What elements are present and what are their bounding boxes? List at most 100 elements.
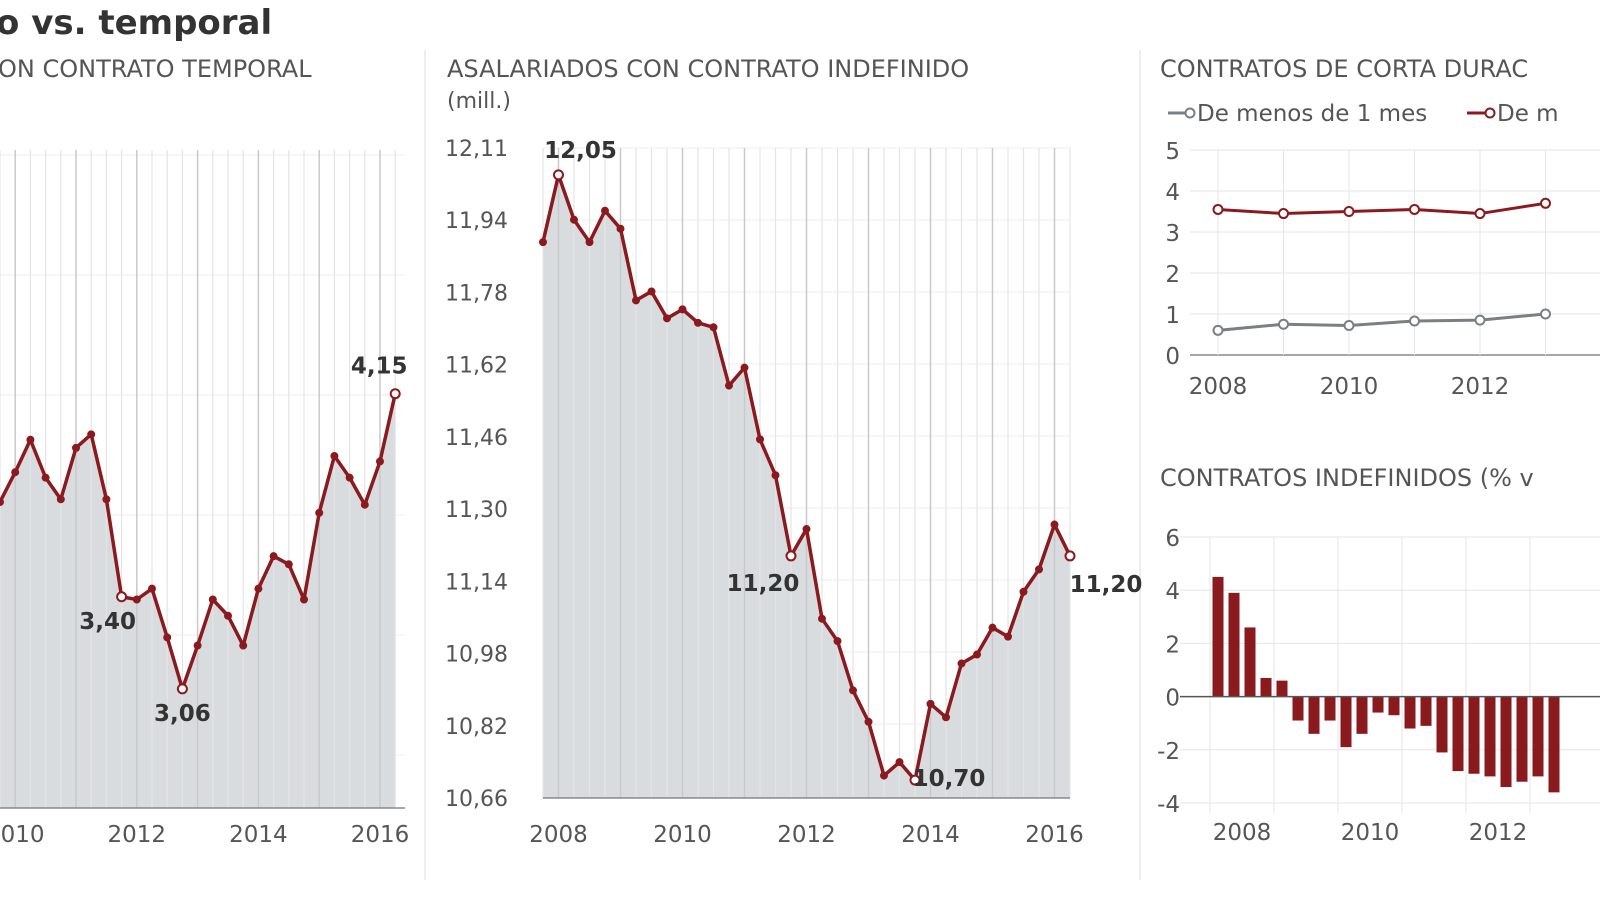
data-point <box>539 238 547 247</box>
bar <box>1356 696 1368 734</box>
data-point <box>973 650 981 659</box>
data-point <box>269 552 278 561</box>
series-line <box>1217 312 1546 332</box>
data-point <box>0 498 4 507</box>
data-point <box>678 305 687 314</box>
y-tick-label: 11,14 <box>445 570 508 595</box>
data-point <box>26 435 35 444</box>
y-tick-label: -4 <box>1157 792 1180 818</box>
data-point <box>315 508 324 517</box>
data-point <box>224 611 232 620</box>
data-point <box>254 584 263 593</box>
data-point <box>284 560 293 569</box>
data-point <box>102 495 111 504</box>
data-point <box>360 500 369 509</box>
data-point <box>771 471 780 480</box>
data-point <box>926 699 935 708</box>
chart-0: 3,40 3,06 4,15 2010 2012 2014 2016 <box>0 150 409 848</box>
indefinido-chart-title: ASALARIADOS CON CONTRATO INDEFINIDO <box>447 55 969 83</box>
data-label: 11,20 <box>727 571 800 597</box>
data-point <box>376 457 384 466</box>
x-tick-label: 2008 <box>1189 374 1248 400</box>
data-point <box>1343 206 1355 217</box>
data-point <box>239 641 248 650</box>
data-point <box>849 686 857 695</box>
y-tick-label: 0 <box>1165 344 1180 370</box>
data-label: 10,70 <box>913 766 986 792</box>
x-tick-label: 2010 <box>653 822 712 848</box>
data-point <box>1474 314 1486 326</box>
y-tick-label: 0 <box>1165 686 1180 712</box>
legend-label: De m <box>1497 101 1559 127</box>
bar <box>1292 696 1304 721</box>
data-point <box>570 215 578 224</box>
data-point <box>880 771 888 780</box>
data-point <box>87 430 96 439</box>
page-title: o vs. temporal <box>0 3 272 43</box>
data-point <box>1019 587 1028 596</box>
x-tick-label: 2014 <box>901 822 960 848</box>
x-tick-label: 2012 <box>1469 820 1528 846</box>
bar <box>1308 696 1320 734</box>
y-tick-label: 2 <box>1165 632 1180 658</box>
data-point <box>1343 319 1355 331</box>
bar <box>1548 696 1560 793</box>
data-point <box>1474 208 1486 220</box>
y-tick-label: 10,82 <box>445 715 508 740</box>
y-tick-label: 10,98 <box>445 643 508 668</box>
data-point <box>1540 197 1551 209</box>
data-label: 3,06 <box>154 701 211 727</box>
bar <box>1420 696 1432 726</box>
short-contracts-chart-title: CONTRATOS DE CORTA DURAC <box>1160 55 1528 83</box>
data-point <box>1064 550 1076 562</box>
data-point <box>193 641 202 650</box>
data-point <box>163 633 172 642</box>
y-tick-label: 6 <box>1165 526 1180 552</box>
bar <box>1212 576 1224 697</box>
data-point <box>1212 324 1224 336</box>
data-point <box>389 388 401 400</box>
data-point <box>632 296 640 305</box>
chart-3: 6 4 2 0 -2 -4 2008 2010 2012 <box>1157 526 1600 846</box>
y-tick-label: 1 <box>1165 303 1180 329</box>
bar <box>1404 696 1416 729</box>
data-point <box>1050 520 1059 529</box>
y-tick-label: 4 <box>1165 579 1180 605</box>
data-point <box>756 435 764 444</box>
legend-marker-gray <box>1184 107 1196 119</box>
y-tick-label: 11,30 <box>445 498 508 523</box>
data-point <box>725 381 733 390</box>
series-line <box>1217 201 1546 216</box>
data-point <box>647 287 656 296</box>
data-point <box>176 683 188 695</box>
bar <box>1372 696 1384 713</box>
bar <box>1340 696 1352 748</box>
data-point <box>909 774 921 786</box>
y-tick-label: 4 <box>1165 180 1180 206</box>
bar <box>1484 696 1496 777</box>
indefinidos-pct-chart-title: CONTRATOS INDEFINIDOS (% v <box>1160 464 1534 492</box>
indefinido-chart-unit: (mill.) <box>447 89 511 114</box>
bar <box>1532 696 1544 777</box>
data-point <box>802 525 811 534</box>
data-point <box>785 550 797 562</box>
y-tick-label: 2 <box>1165 262 1180 288</box>
bar <box>1500 696 1512 788</box>
y-tick-label: -2 <box>1157 739 1180 765</box>
data-point <box>663 314 671 323</box>
temporal-chart-title: ON CONTRATO TEMPORAL <box>0 55 312 83</box>
x-tick-label: 2012 <box>1451 374 1510 400</box>
x-tick-label: 2010 <box>0 822 44 848</box>
x-tick-label: 2014 <box>229 822 288 848</box>
chart-2: 5 4 3 2 1 0 2008 2010 2012 <box>1165 139 1600 400</box>
area-fill <box>543 174 1070 798</box>
x-tick-label: 2008 <box>1213 820 1272 846</box>
y-tick-label: 12,11 <box>445 137 508 162</box>
bar <box>1388 696 1400 716</box>
data-point <box>553 169 564 181</box>
data-point <box>208 595 217 604</box>
data-point <box>116 591 128 603</box>
data-point <box>957 659 966 668</box>
data-point <box>616 224 625 233</box>
